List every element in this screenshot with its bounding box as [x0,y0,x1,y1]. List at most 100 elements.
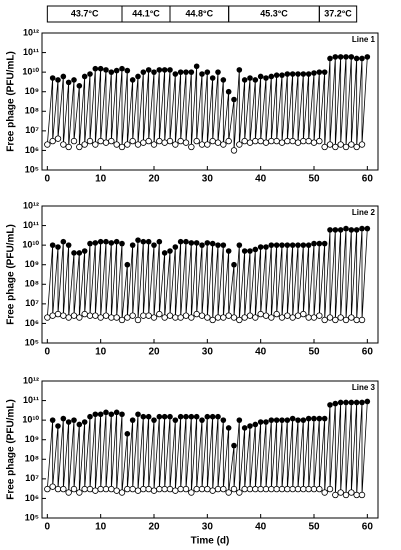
y-tick-label: 10¹¹ [23,47,39,57]
high-point [284,417,291,423]
high-point [241,425,248,431]
high-point [183,238,189,245]
low-point [220,485,227,493]
low-point [289,485,296,493]
high-point [124,261,131,268]
low-point [214,314,222,321]
high-point [124,67,131,74]
low-point [220,314,227,321]
high-point [129,242,136,248]
low-point [60,312,67,319]
y-tick-label: 10⁸ [25,106,39,116]
high-point [236,67,243,73]
low-point [294,139,302,146]
low-point [49,137,56,145]
high-point [108,240,115,246]
high-point [364,398,371,405]
high-point [305,242,312,248]
low-point [76,489,83,496]
low-point [209,487,216,494]
low-point [102,312,110,319]
low-point [44,485,51,493]
high-point [359,55,365,62]
high-point [204,69,211,75]
low-point [342,491,350,499]
low-point [332,316,339,324]
high-point [204,413,211,420]
low-point [92,312,99,319]
data-line [46,401,368,496]
high-point [257,73,264,80]
high-point [97,65,104,72]
high-point [327,55,333,62]
high-point [113,67,120,74]
y-tick-label: 10¹⁰ [22,67,39,77]
high-point [172,417,179,423]
high-point [225,88,232,95]
low-point [198,312,206,319]
high-point [167,413,173,420]
y-tick-label: 10¹¹ [23,395,39,405]
x-tick-label: 50 [308,347,320,358]
high-point [348,227,355,233]
high-point [295,417,301,423]
high-point [359,399,365,406]
high-point [337,227,344,233]
low-point [236,141,243,148]
high-point [49,242,56,248]
high-point [348,399,355,406]
low-point [108,485,115,493]
high-point [156,238,163,245]
low-point [54,135,62,142]
high-point [172,244,179,250]
plot-frame [41,32,379,171]
low-point [241,137,248,145]
low-point [321,143,328,151]
x-tick-label: 0 [45,522,51,533]
low-point [353,143,360,151]
y-tick-label: 10¹² [23,27,39,37]
low-point [326,314,334,321]
y-tick-label: 10¹² [23,200,39,210]
high-point [81,419,88,425]
low-point [92,487,99,494]
high-point [279,242,285,248]
low-point [172,487,179,494]
low-point [97,485,104,493]
low-point [337,141,344,148]
high-point [113,238,120,245]
high-point [321,69,328,75]
high-point [257,244,264,250]
low-point [81,485,88,493]
low-point [225,137,232,145]
high-point [220,242,227,248]
low-point [310,139,318,146]
high-point [225,425,232,431]
low-point [358,141,366,148]
low-point [262,139,270,146]
high-point [263,75,269,81]
low-point [230,485,238,493]
y-tick-label: 10⁷ [25,125,39,135]
low-point [321,489,328,496]
high-point [348,54,355,60]
high-point [156,413,163,420]
high-point [300,242,307,248]
data-line [46,56,368,151]
high-point [161,413,168,420]
high-point [327,227,333,233]
high-point [183,69,189,75]
low-point [134,141,142,148]
low-point [214,485,222,493]
high-point [215,242,221,248]
high-point [268,242,275,248]
low-point [70,485,78,493]
x-tick-label: 60 [362,522,374,533]
temperature-band [318,5,358,23]
low-point [342,143,350,151]
low-point [124,314,131,321]
high-point [119,65,125,72]
low-point [246,312,254,319]
high-point [279,417,285,423]
